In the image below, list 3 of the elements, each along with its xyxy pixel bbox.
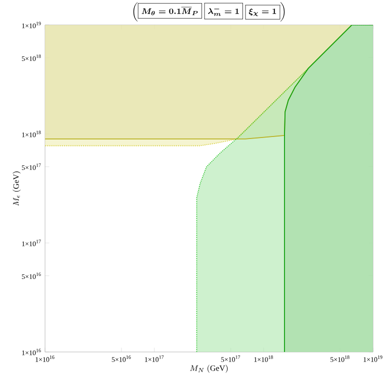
chart-title: $\left(\boxed{\boldsymbol{M_{\theta} = 0.1\overline{M}_{P}}}\;\boxed{\boldsymbol{\lambda_{m}^{-} = 1}}\;\boxed{\boldsymbol{\xi_{\chi} = 1}}\right)$	[133, 2, 285, 22]
x-axis-title: $M_{N}\ (\mathrm{GeV})$	[190, 364, 228, 373]
y-axis-title: $M_{\epsilon}\ (\mathrm{GeV})$	[12, 172, 21, 206]
